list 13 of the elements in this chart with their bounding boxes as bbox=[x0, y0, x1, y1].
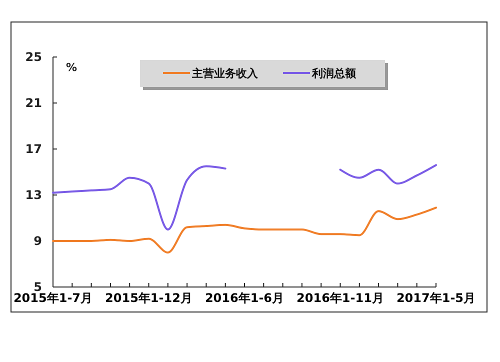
x-tick-label: 2016年1-6月 bbox=[204, 291, 284, 305]
y-axis-title: % bbox=[66, 61, 78, 74]
y-tick-label: 17 bbox=[25, 142, 42, 156]
y-tick-label: 9 bbox=[34, 234, 42, 248]
legend-label: 利润总额 bbox=[311, 66, 357, 80]
x-tick-label: 2017年1-5月 bbox=[396, 291, 476, 305]
x-tick-label: 2015年1-12月 bbox=[105, 291, 192, 305]
x-tick-label: 2016年1-11月 bbox=[296, 291, 384, 305]
line-series bbox=[52, 206, 437, 254]
y-tick-label: 21 bbox=[25, 96, 42, 110]
y-tick-label: 25 bbox=[25, 50, 42, 64]
y-tick-label: 13 bbox=[25, 188, 42, 202]
legend-label: 主营业务收入 bbox=[191, 66, 259, 80]
